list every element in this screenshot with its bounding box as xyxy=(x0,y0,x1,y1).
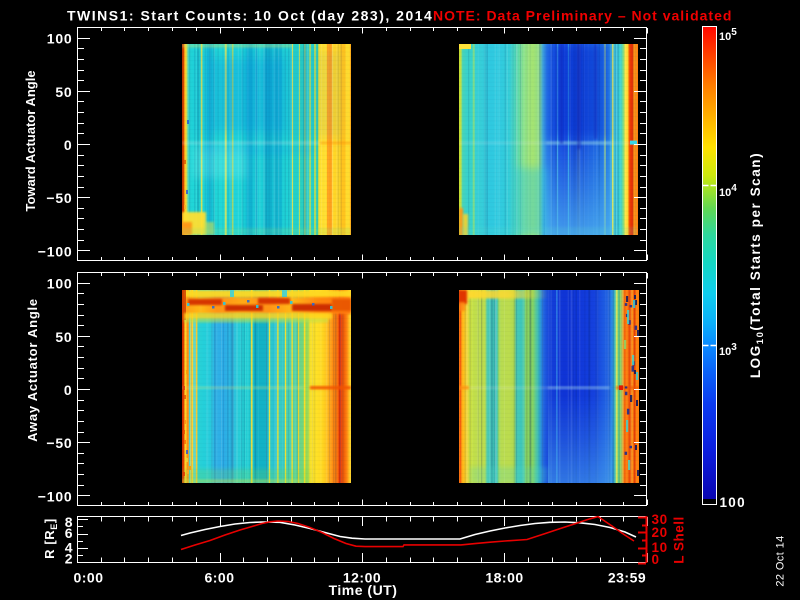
svg-text:23:59: 23:59 xyxy=(608,570,646,586)
svg-text:Time (UT): Time (UT) xyxy=(329,582,398,598)
svg-text:20: 20 xyxy=(652,525,668,540)
svg-text:100: 100 xyxy=(720,495,746,510)
svg-text:100: 100 xyxy=(47,276,73,292)
svg-text:−100: −100 xyxy=(38,488,73,504)
svg-text:−50: −50 xyxy=(46,190,72,206)
svg-text:0: 0 xyxy=(64,137,73,153)
svg-text:30: 30 xyxy=(652,512,668,527)
svg-text:NOTE: Data Preliminary – Not v: NOTE: Data Preliminary – Not validated xyxy=(433,8,732,24)
svg-text:12:00: 12:00 xyxy=(343,570,381,586)
svg-text:4: 4 xyxy=(65,540,73,556)
svg-text:−50: −50 xyxy=(46,435,72,451)
svg-text:10: 10 xyxy=(652,540,668,555)
svg-text:Away Actuator Angle: Away Actuator Angle xyxy=(25,298,40,442)
svg-text:2: 2 xyxy=(65,551,73,567)
svg-text:TWINS1: Start Counts: 10 Oct (: TWINS1: Start Counts: 10 Oct (day 283), … xyxy=(67,8,433,24)
svg-text:Toward Actuator Angle: Toward Actuator Angle xyxy=(23,70,38,211)
svg-text:0:00: 0:00 xyxy=(73,570,103,586)
svg-text:18:00: 18:00 xyxy=(485,570,523,586)
svg-text:6:00: 6:00 xyxy=(204,570,234,586)
svg-text:LOG10(Total Starts per Scan): LOG10(Total Starts per Scan) xyxy=(748,152,766,378)
svg-text:8: 8 xyxy=(65,514,73,530)
svg-text:50: 50 xyxy=(55,84,72,100)
svg-text:50: 50 xyxy=(55,329,72,345)
svg-text:22 Oct 14: 22 Oct 14 xyxy=(775,535,787,586)
svg-text:0: 0 xyxy=(64,382,73,398)
svg-text:L Shell: L Shell xyxy=(672,516,687,564)
svg-text:−100: −100 xyxy=(38,243,73,259)
svg-text:0: 0 xyxy=(652,552,660,567)
svg-text:100: 100 xyxy=(47,31,73,47)
svg-text:6: 6 xyxy=(65,525,73,541)
